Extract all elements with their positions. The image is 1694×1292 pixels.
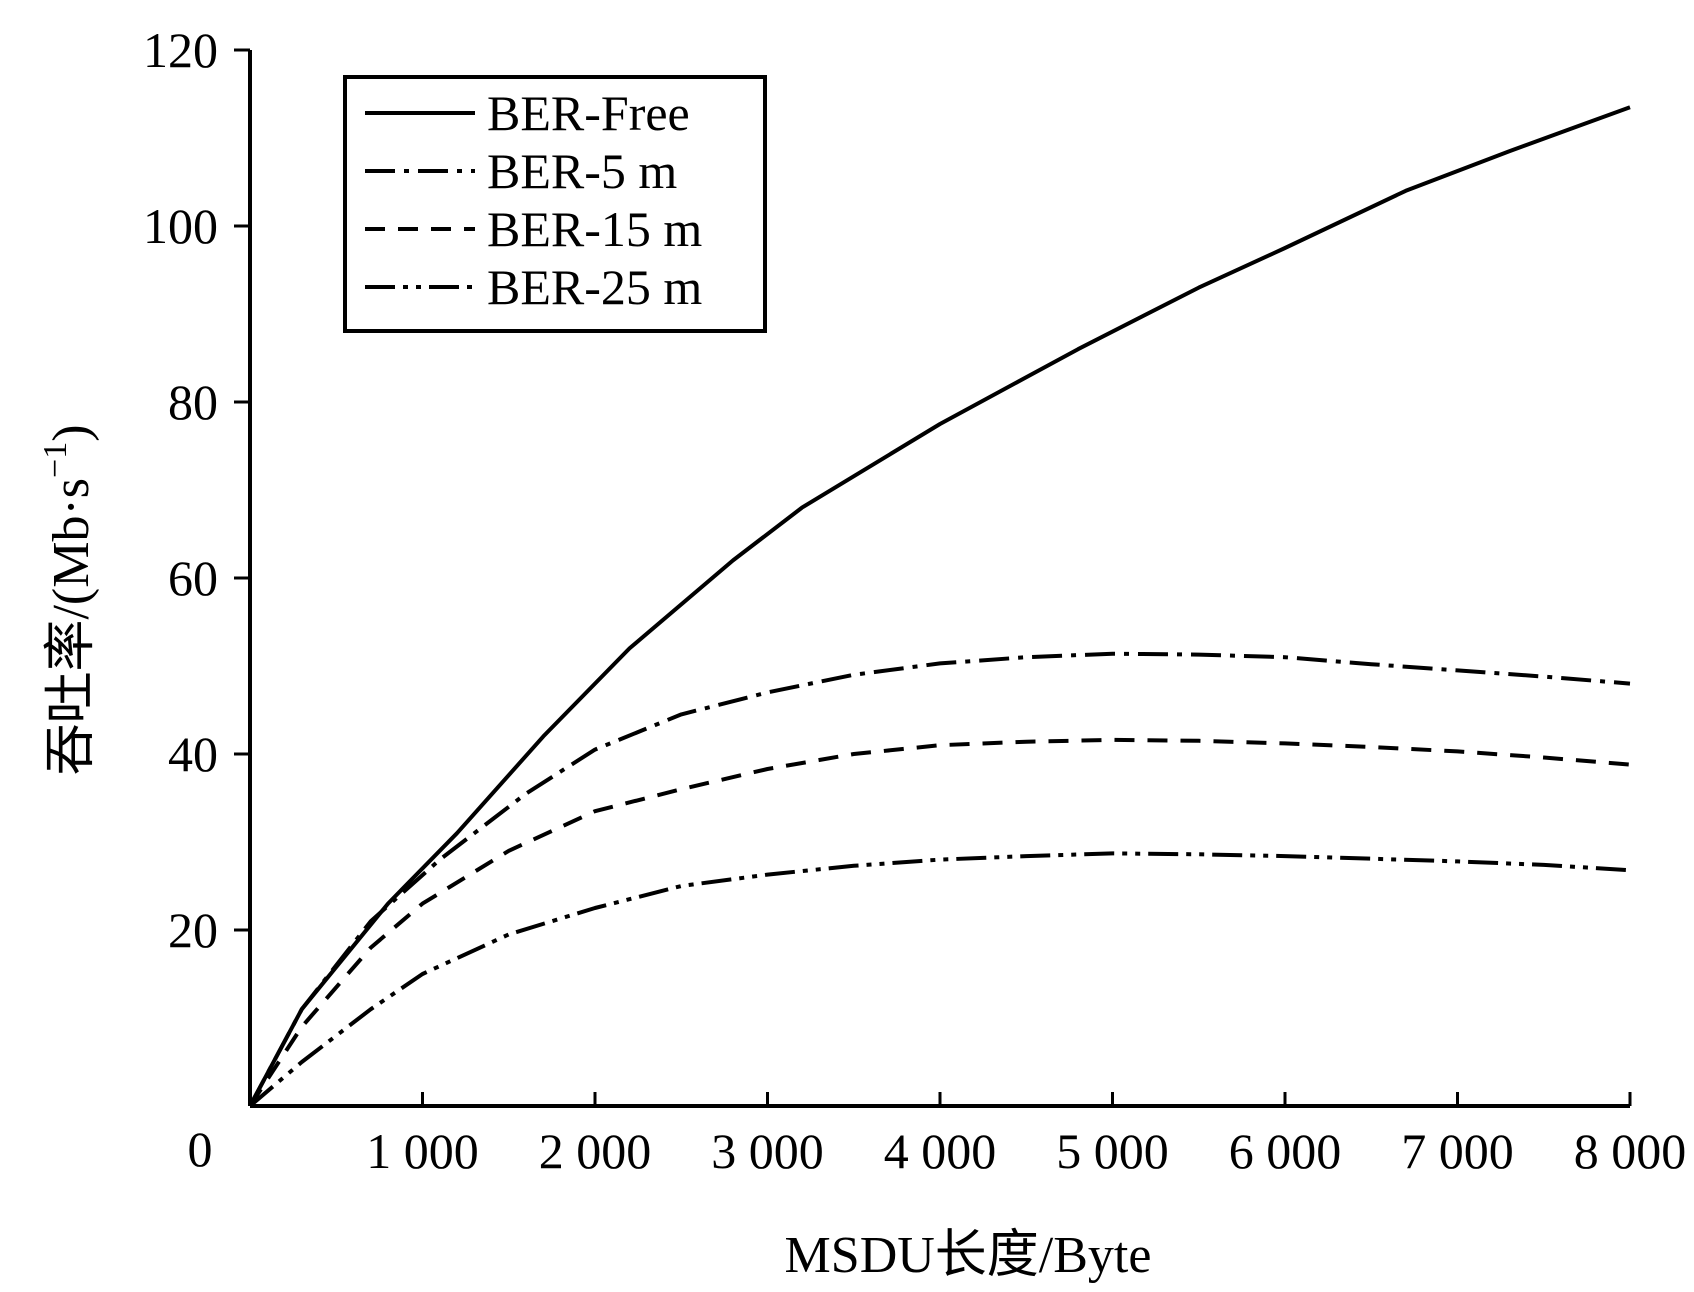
series-line-ber-free	[248, 105, 1631, 1107]
legend-box	[343, 75, 767, 333]
y-axis-title-close: )	[43, 424, 100, 441]
y-tick-label: 20	[168, 902, 218, 958]
y-tick-label: 120	[143, 22, 218, 78]
series-lines	[248, 105, 1631, 1108]
origin-label: 0	[188, 1121, 213, 1177]
legend-label-ber-25-m: BER-25 m	[487, 259, 702, 315]
series-line-ber-15-m	[248, 737, 1631, 1108]
legend-label-ber-5-m: BER-5 m	[487, 143, 677, 199]
y-tick-label: 40	[168, 726, 218, 782]
ticks: 1 000 2 000 3 000 4 000 5 000 6 000 7 000 8 000…	[143, 22, 1686, 1179]
x-tick-label: 8 000	[1574, 1123, 1687, 1179]
y-tick-label: 80	[168, 374, 218, 430]
y-axis-title-main: 吞吐率/(Mb·s	[43, 478, 100, 776]
series-line-ber-5-m	[248, 651, 1631, 1107]
x-tick-label: 6 000	[1229, 1123, 1342, 1179]
x-tick-label: 7 000	[1401, 1123, 1514, 1179]
x-axis-title: MSDU长度/Byte	[785, 1227, 1152, 1284]
y-axis-title-superscript: −1	[37, 442, 74, 478]
x-tick-label: 3 000	[711, 1123, 824, 1179]
y-tick-label: 100	[143, 198, 218, 254]
x-tick-label: 5 000	[1056, 1123, 1169, 1179]
legend-label-ber-free: BER-Free	[487, 85, 690, 141]
x-tick-label: 1 000	[366, 1123, 479, 1179]
y-axis-title: 吞吐率/(Mb·s−1)	[37, 424, 100, 775]
x-tick-label: 2 000	[539, 1123, 652, 1179]
legend-label-ber-15-m: BER-15 m	[487, 201, 702, 257]
y-tick-label: 60	[168, 550, 218, 606]
x-tick-label: 4 000	[884, 1123, 997, 1179]
series-line-ber-25-m	[248, 851, 1631, 1108]
